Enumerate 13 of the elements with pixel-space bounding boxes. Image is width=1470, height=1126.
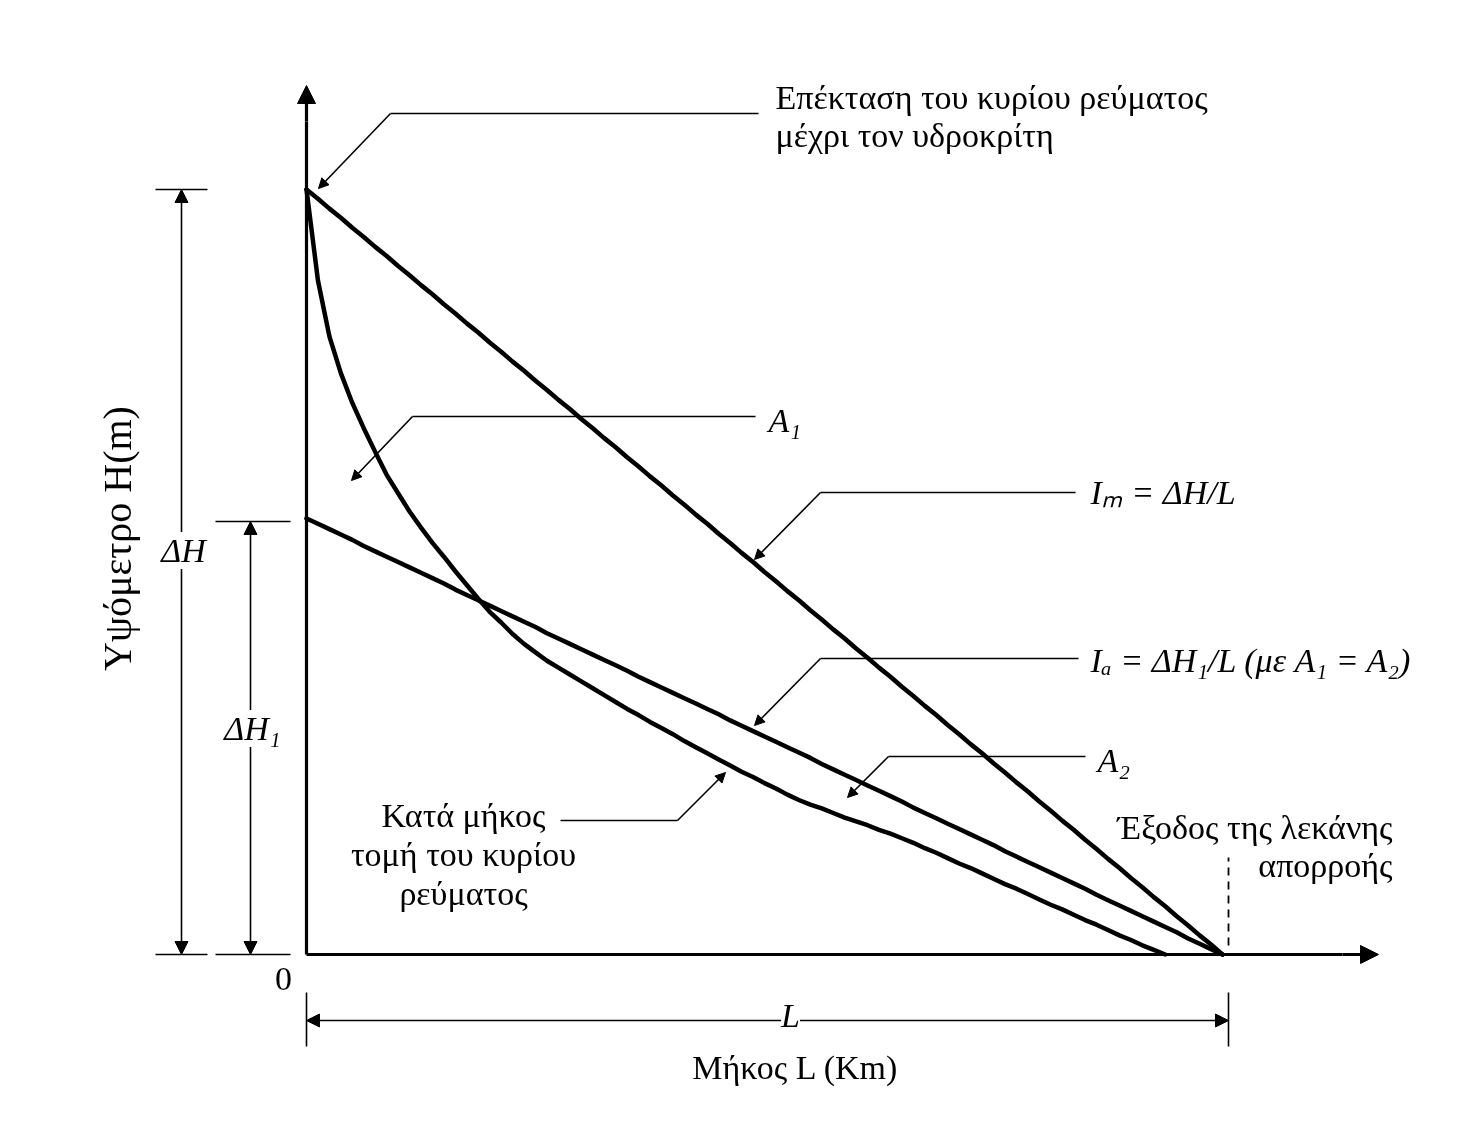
text: Επέκταση του κυρίου ρεύματος μέχρι τον υδροκρίτη bbox=[775, 79, 1209, 154]
annotation: A₂ bbox=[1095, 742, 1131, 779]
text: ΔH bbox=[159, 532, 209, 569]
annotation: Iₐ = ΔH₁/L (με A₁ = A₂) bbox=[1089, 642, 1411, 680]
x-axis-title: Μήκος L (Km) bbox=[692, 1049, 898, 1087]
annotation: Κατά μήκος τομή του κυρίου ρεύματος bbox=[350, 797, 577, 912]
annotation: Iₘ = ΔH/L bbox=[1089, 474, 1236, 511]
text: 0 bbox=[275, 959, 292, 997]
y-axis-title: Υψόμετρο H(m) bbox=[95, 406, 140, 671]
annotation: A₁ bbox=[766, 402, 802, 439]
text: L bbox=[780, 997, 800, 1034]
text: ΔH₁ bbox=[222, 710, 281, 747]
annotation: Έξοδος της λεκάνης απορροής bbox=[1115, 809, 1394, 884]
